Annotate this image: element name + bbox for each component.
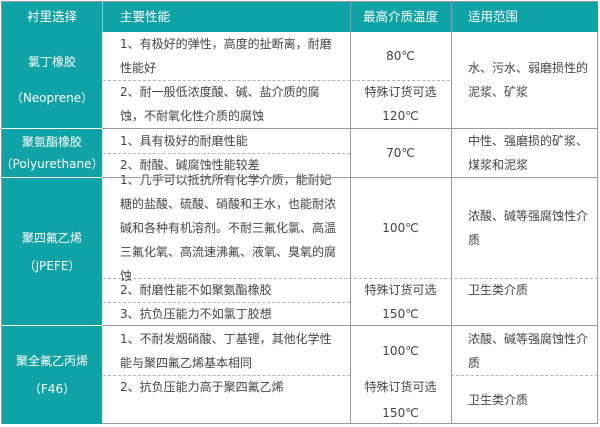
temp-value: 120℃ — [382, 109, 419, 123]
material-neoprene: 氯丁橡胶 （Neoprene） — [2, 32, 102, 128]
perf-cell: 3、抗负压能力不如氯丁胶想 — [102, 302, 350, 325]
temp-value: 70℃ — [386, 146, 415, 160]
app-cell: 中性、强磨损的矿浆、煤浆和泥浆 — [451, 129, 598, 177]
material-polyurethane: 聚氨酯橡胶 （Polyurethane） — [0, 129, 104, 177]
material-english: （JPEFE） — [23, 258, 81, 273]
app-text: 卫生类介质 — [468, 392, 529, 407]
header-label: 衬里选择 — [26, 9, 77, 24]
temp-cell: 70℃ — [350, 129, 451, 177]
material-name: 聚四氟乙烯 — [21, 230, 82, 245]
header-application: 适用范围 — [451, 2, 598, 32]
perf-text: 2、耐酸、碱腐蚀性能较差 — [120, 158, 260, 172]
perf-text: 1、有极好的弹性，高度的扯断离，耐磨性能好 — [120, 37, 332, 75]
temp-value: 150℃ — [382, 306, 419, 321]
app-cell: 卫生类介质 — [451, 278, 598, 302]
app-cell: 卫生类介质 — [451, 375, 598, 424]
temp-cell: 80℃ — [350, 32, 451, 80]
temp-value: 150℃ — [382, 405, 419, 420]
perf-text: 2、耐磨性能不如聚氨酯橡胶 — [120, 283, 272, 297]
material-english: （F46） — [28, 382, 76, 396]
temp-note: 特殊订货可选 — [364, 282, 437, 297]
header-label: 最高介质温度 — [362, 9, 438, 24]
header-label: 主要性能 — [120, 9, 171, 24]
perf-text: 1、具有极好的耐磨性能 — [120, 134, 248, 148]
perf-text: 1、不耐发烟硝酸、丁基锂，其他化学性能与聚四氟乙烯基本相同 — [120, 331, 332, 370]
material-f46: 聚全氟乙丙烯 （F46） — [2, 326, 102, 424]
temp-value: 100℃ — [382, 343, 419, 358]
perf-cell: 1、不耐发烟硝酸、丁基锂，其他化学性能与聚四氟乙烯基本相同 — [102, 326, 350, 375]
material-english: （Polyurethane） — [0, 157, 104, 171]
temp-cell: 100℃ — [350, 326, 451, 375]
perf-cell: 2、耐酸、碱腐蚀性能较差 — [102, 153, 350, 177]
temp-value: 100℃ — [382, 221, 419, 235]
perf-text: 2、抗负压能力高于聚四氟乙烯 — [120, 380, 284, 394]
header-performance: 主要性能 — [102, 2, 350, 32]
temp-cell: 特殊订货可选 150℃ — [350, 375, 451, 424]
temp-value: 80℃ — [386, 49, 415, 63]
header-material: 衬里选择 — [2, 2, 102, 32]
perf-cell: 1、有极好的弹性，高度的扯断离，耐磨性能好 — [102, 32, 350, 80]
material-english: （Neoprene） — [10, 91, 94, 105]
perf-text: 2、耐一般低浓度酸、碱、盐介质的腐蚀，不耐氧化性介质的腐蚀 — [120, 85, 320, 123]
material-name: 氯丁橡胶 — [27, 55, 76, 69]
header-temperature: 最高介质温度 — [350, 2, 451, 32]
app-text: 中性、强磨损的矿浆、煤浆和泥浆 — [468, 134, 589, 172]
app-text: 浓酸、碱等强腐蚀性介质 — [468, 331, 589, 370]
material-name: 聚全氟乙丙烯 — [15, 354, 88, 368]
perf-cell: 2、耐一般低浓度酸、碱、盐介质的腐蚀，不耐氧化性介质的腐蚀 — [102, 80, 350, 128]
material-ptfe: 聚四氟乙烯 （JPEFE） — [2, 178, 102, 325]
temp-note: 特殊订货可选 — [364, 379, 437, 394]
app-cell: 浓酸、碱等强腐蚀性介质 — [451, 178, 598, 278]
app-cell: 水、污水、弱磨损性的泥浆、矿浆 — [451, 32, 598, 128]
perf-cell: 1、具有极好的耐磨性能 — [102, 129, 350, 153]
temp-cell: 特殊订货可选 150℃ — [350, 278, 451, 325]
temp-note: 特殊订货可选 — [364, 85, 437, 99]
app-cell: 浓酸、碱等强腐蚀性介质 — [451, 326, 598, 375]
material-name: 聚氨酯橡胶 — [21, 135, 82, 149]
app-text: 水、污水、弱磨损性的泥浆、矿浆 — [468, 61, 589, 99]
perf-text: 1、几乎可以抵抗所有化学介质，能耐妃糖的盐酸、硫酸、硝酸和王水，也能耐浓碱和各种… — [120, 173, 337, 283]
app-text: 卫生类介质 — [468, 283, 529, 297]
perf-text: 3、抗负压能力不如氯丁胶想 — [120, 306, 272, 321]
temp-cell: 特殊订货可选 120℃ — [350, 80, 451, 128]
perf-cell: 2、抗负压能力高于聚四氟乙烯 — [102, 375, 350, 424]
temp-cell: 100℃ — [350, 178, 451, 278]
perf-cell: 2、耐磨性能不如聚氨酯橡胶 — [102, 278, 350, 302]
perf-cell: 1、几乎可以抵抗所有化学介质，能耐妃糖的盐酸、硫酸、硝酸和王水，也能耐浓碱和各种… — [102, 173, 350, 283]
app-text: 浓酸、碱等强腐蚀性介质 — [468, 209, 589, 247]
header-label: 适用范围 — [468, 9, 519, 24]
